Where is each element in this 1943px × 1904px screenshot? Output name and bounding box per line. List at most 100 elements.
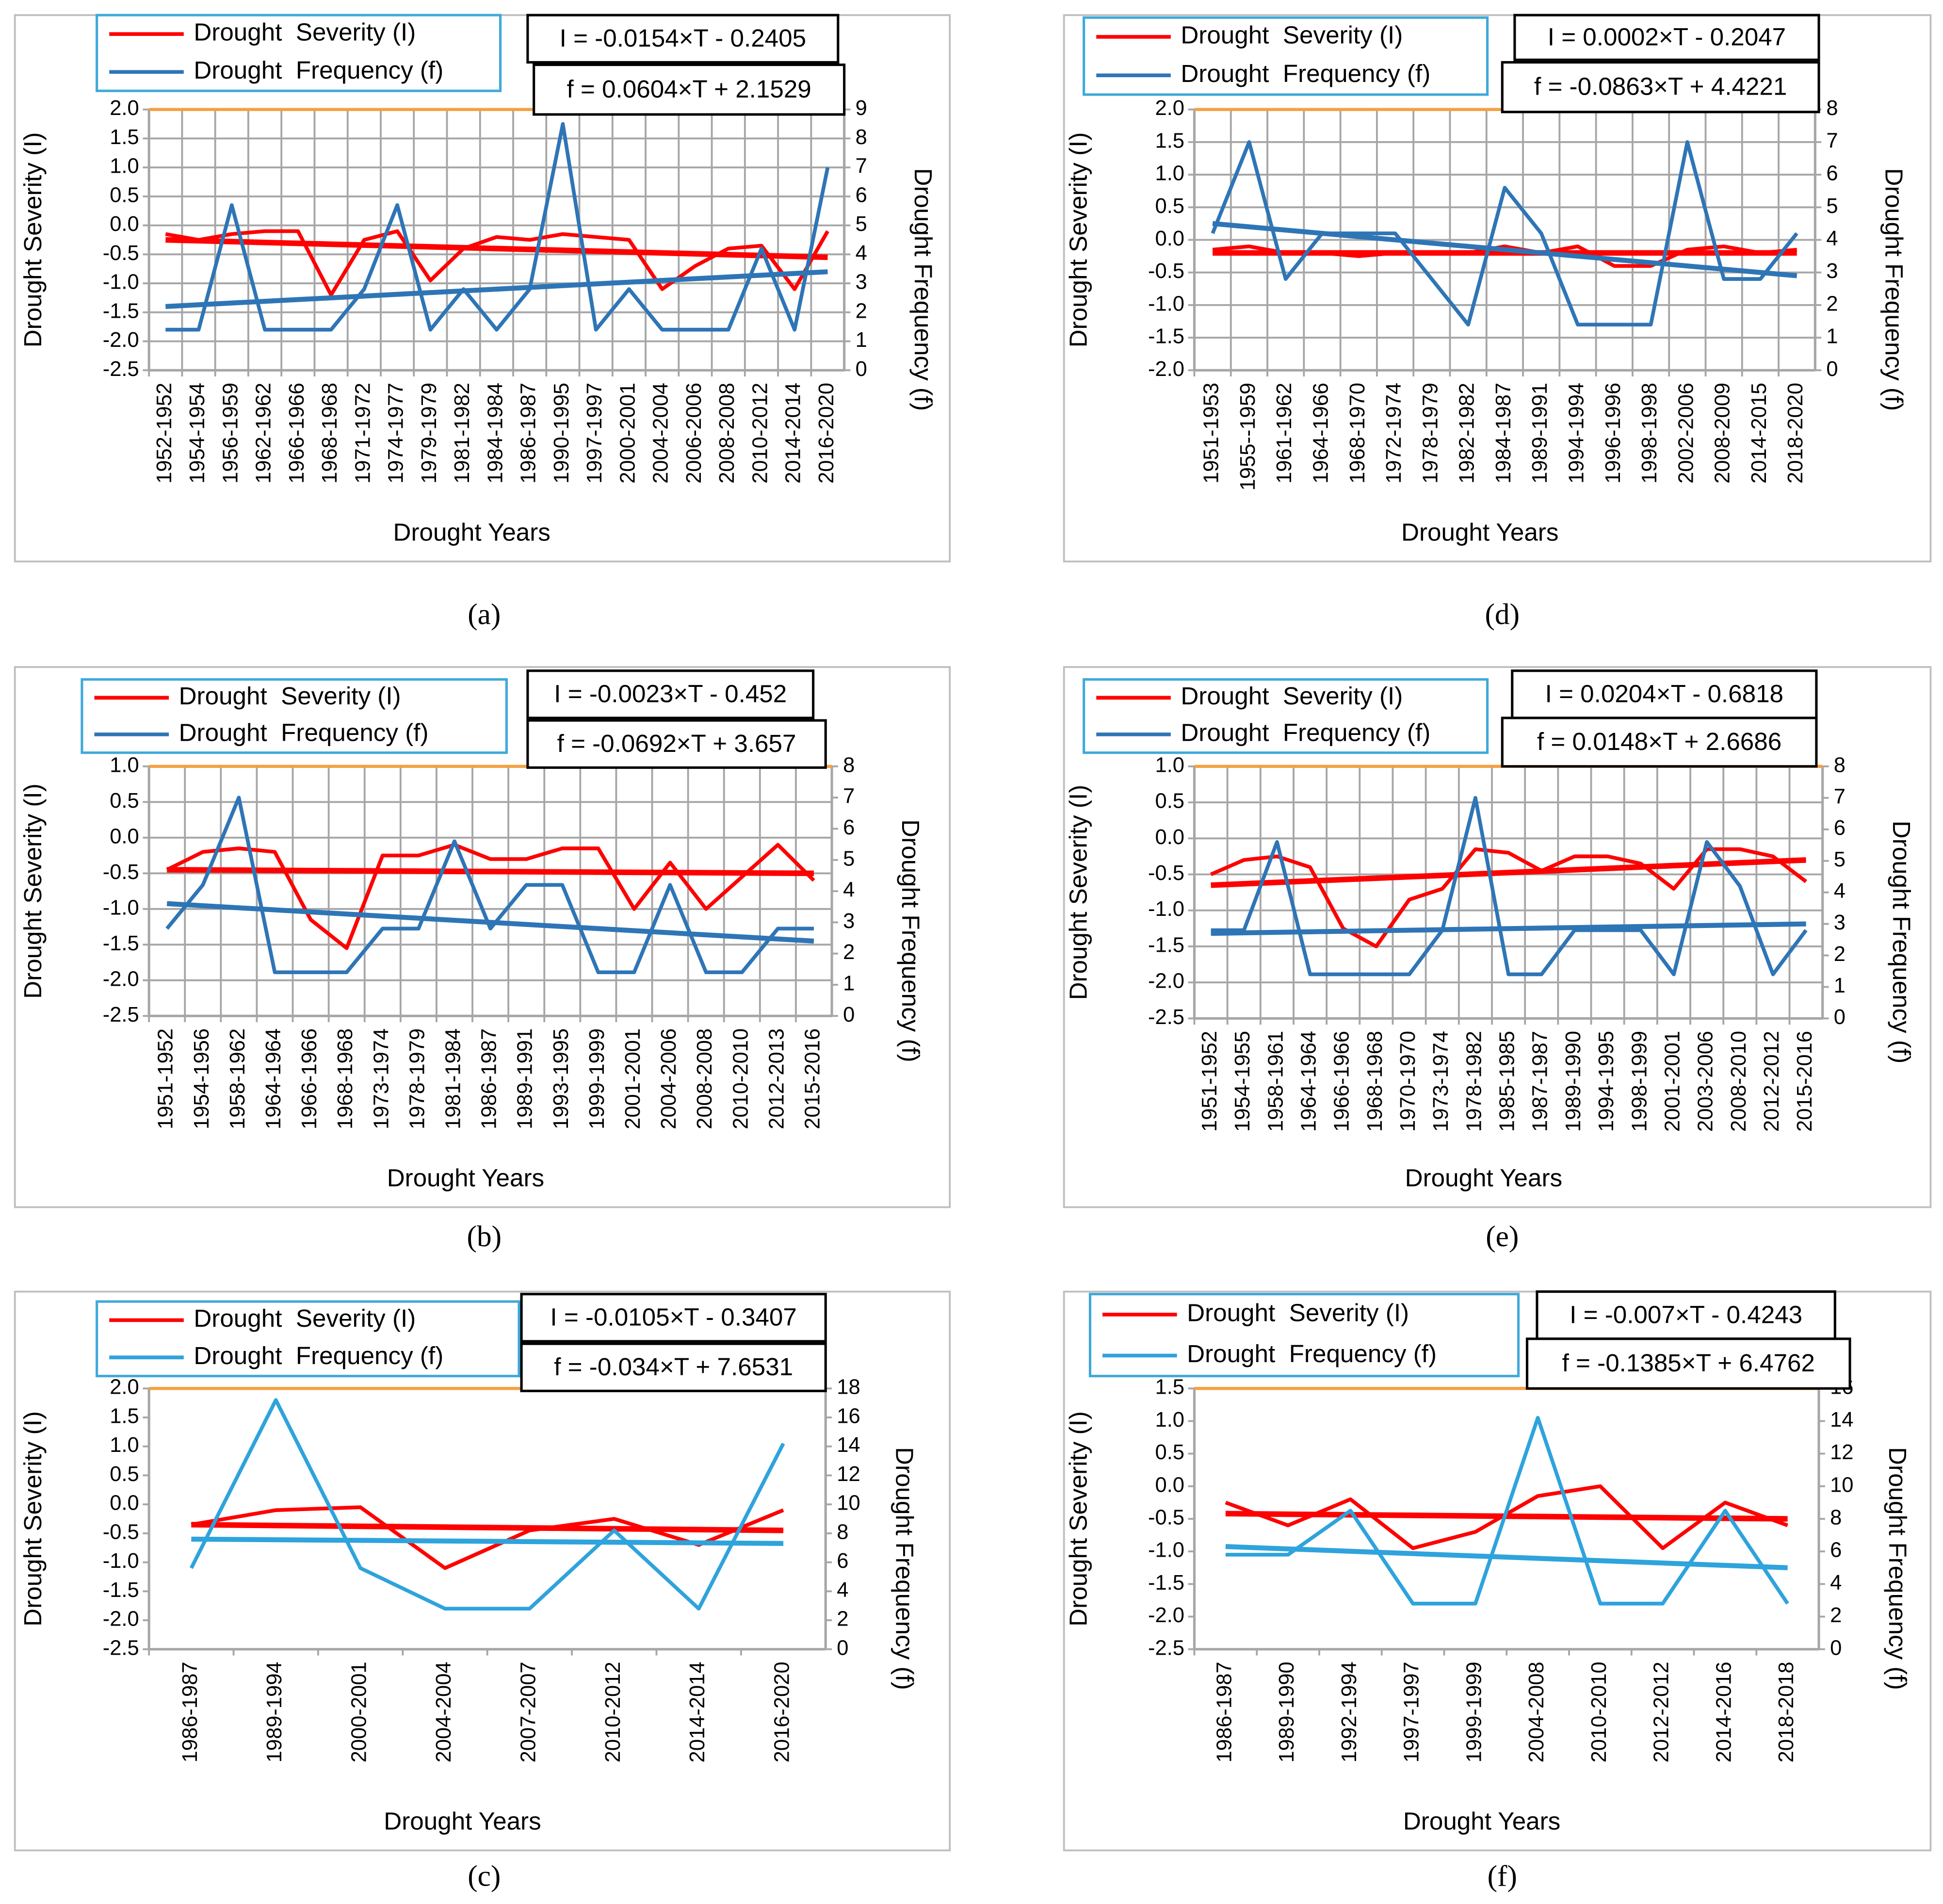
y2-tick-label: 4 [837,1579,848,1602]
x-tick-label: 1999-1999 [1462,1661,1486,1762]
x-tick-label: 1986-1987 [178,1661,202,1762]
x-tick-label: 1986-1987 [1213,1661,1236,1762]
equation: I = -0.0154×T - 0.2405 [560,24,806,52]
y-tick-label: -2.0 [103,1608,139,1631]
panel-label: (b) [467,1220,502,1253]
y-tick-label: -2.0 [1148,1604,1184,1627]
legend-label: Drought Frequency (f) [1181,60,1430,87]
x-tick-label: 2010-2012 [601,1661,625,1762]
x-tick-label: 1968-1968 [1363,1031,1387,1132]
trend-line [1225,1544,1788,1570]
x-tick-label: 1972-1974 [1382,383,1406,484]
y-tick-label: -1.5 [1148,1571,1184,1595]
x-tick-label: 1996-1996 [1602,383,1625,484]
x-tick-label: 1973-1974 [1429,1031,1453,1132]
equation-box [533,64,846,116]
y2-tick-label: 6 [843,816,855,839]
x-tick-label: 2014-2016 [1712,1661,1735,1762]
x-tick-label: 2004-2004 [649,383,673,484]
y2-tick-label: 3 [843,910,855,933]
x-tick-label: 1997-1997 [583,383,606,484]
y2-tick-label: 12 [837,1463,860,1486]
x-tick-label: 2001-2001 [621,1028,645,1129]
y-tick-label: 0.5 [110,1463,139,1486]
x-tick-label: 2018-2020 [1784,383,1807,484]
x-tick-label: 1968-1968 [318,383,341,484]
y-axis-title: Drought Severity (I) [1064,785,1092,1000]
y2-tick-label: 1 [843,972,855,995]
y-axis-title: Drought Severity (I) [1064,132,1092,348]
x-tick-label: 2004-2008 [1525,1661,1548,1762]
x-tick-label: 1966-1966 [1330,1031,1354,1132]
y2-tick-label: 8 [843,753,855,777]
y2-tick-label: 8 [856,126,867,149]
x-axis-title: Drought Years [384,1807,541,1835]
trend-line [167,867,814,877]
y-tick-label: 1.0 [1155,162,1184,185]
y2-tick-label: 1 [1834,974,1846,997]
x-tick-label: 1954-1955 [1231,1031,1254,1132]
y-tick-label: 1.0 [110,753,139,777]
y-axis-title: Drought Severity (I) [19,132,47,348]
x-tick-label: 1994-1995 [1595,1031,1618,1132]
panel-frame [14,666,951,1208]
y-tick-label: -0.5 [1148,1506,1184,1530]
trend-line [1211,921,1806,936]
x-tick-label: 1978-1979 [1419,383,1442,484]
y-tick-label: -1.0 [103,1549,139,1573]
x-tick-label: 1955--1959 [1236,383,1260,491]
x-tick-label: 1998-1999 [1628,1031,1651,1132]
x-tick-label: 1964-1964 [262,1028,285,1129]
series-line [189,1398,785,1611]
y-tick-label: -2.0 [1148,358,1184,381]
x-tick-label: 1993-1995 [550,1028,573,1129]
trend-line [166,901,814,944]
x-tick-label: 2014-2015 [1748,383,1771,484]
trend-line [1211,857,1806,888]
legend-box [1083,678,1489,754]
y-tick-label: -2.0 [103,328,139,352]
y2-tick-label: 5 [856,212,867,236]
x-tick-label: 1961-1962 [1273,383,1296,484]
y2-tick-label: 6 [1834,816,1846,840]
y-tick-label: 0.5 [1155,790,1184,813]
x-tick-label: 1989-1990 [1275,1661,1298,1762]
x-tick-label: 1978-1979 [405,1028,429,1129]
equation-box [1501,61,1820,114]
y-tick-label: 2.0 [110,97,139,120]
y2-axis-title: Drought Frequency (f) [1884,1447,1911,1690]
y2-tick-label: 5 [1826,195,1838,218]
legend-label: Drought Frequency (f) [194,1342,443,1369]
x-tick-label: 1981-1984 [442,1028,465,1129]
y-tick-label: -1.5 [103,932,139,955]
y2-tick-label: 0 [856,358,867,381]
x-tick-label: 2008-2008 [715,383,739,484]
legend-box [1083,16,1489,96]
y-tick-label: -2.5 [103,358,139,381]
y-tick-label: -1.5 [103,299,139,323]
legend-label: Drought Frequency (f) [1187,1340,1437,1367]
y-axis-title: Drought Severity (I) [1064,1411,1092,1627]
x-tick-label: 1989-1991 [1528,383,1552,484]
x-tick-label: 2012-2012 [1760,1031,1783,1132]
trend-line [191,1522,784,1533]
x-tick-label: 2000-2001 [348,1661,371,1762]
y-tick-label: 0.0 [1155,227,1184,250]
y-tick-label: -0.5 [103,1520,139,1544]
y2-tick-label: 2 [837,1608,848,1631]
x-tick-label: 2004-2004 [432,1661,455,1762]
y2-tick-label: 4 [1830,1571,1842,1595]
equation: I = 0.0002×T - 0.2047 [1548,23,1786,50]
x-tick-label: 1951-1952 [154,1028,178,1129]
series-line [165,122,830,332]
x-axis-title: Drought Years [393,519,550,546]
equation: I = -0.0023×T - 0.452 [554,680,787,707]
y-tick-label: 0.0 [1155,826,1184,849]
x-tick-label: 1952-1952 [153,383,176,484]
y-tick-label: -1.0 [103,896,139,919]
legend-label: Drought Severity (I) [1181,682,1403,710]
panel-label: (e) [1486,1220,1519,1253]
y2-axis-title: Drought Frequency (f) [1880,168,1908,411]
x-tick-label: 2018-2018 [1775,1661,1798,1762]
y2-axis-title: Drought Frequency (f) [897,819,924,1062]
